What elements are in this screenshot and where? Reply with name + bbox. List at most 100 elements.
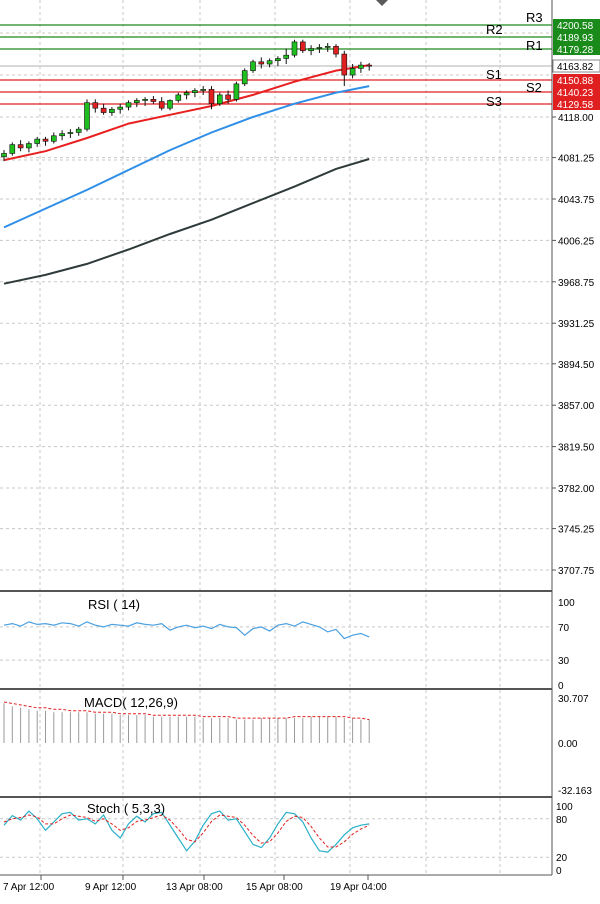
candle-body	[109, 108, 115, 113]
candle	[192, 88, 198, 98]
macd-label: MACD( 12,26,9)	[84, 695, 178, 710]
candle-body	[200, 89, 206, 91]
candle-body	[358, 64, 364, 69]
level-tag-s3	[553, 98, 600, 110]
rsi-line	[3, 621, 370, 640]
candle-body	[175, 94, 182, 101]
candle	[333, 44, 339, 58]
candle-body	[258, 61, 265, 65]
level-tag-label-s2: 4140.23	[557, 88, 594, 99]
stoch-tick-label: 0	[556, 866, 562, 877]
candle	[241, 68, 248, 87]
candle	[233, 81, 240, 102]
candle	[324, 43, 331, 52]
candle-body	[75, 128, 82, 133]
level-label-s1: S1	[486, 67, 502, 82]
candle-body	[341, 53, 348, 76]
time-tick-label: 13 Apr 08:00	[166, 882, 223, 893]
candle-body	[50, 135, 57, 142]
candle	[316, 44, 323, 53]
candle-body	[100, 107, 107, 113]
rsi-tick-label: 100	[558, 598, 575, 609]
price-tick-label: 4043.75	[558, 195, 595, 206]
candle-body	[275, 58, 281, 61]
candle-body	[142, 99, 148, 101]
candle	[34, 136, 41, 147]
candle-body	[316, 47, 323, 49]
candle-body	[225, 94, 231, 100]
candle	[225, 90, 231, 104]
candle-body	[324, 46, 331, 48]
level-tag-s2	[553, 86, 600, 98]
candle	[291, 39, 298, 58]
candle	[26, 141, 32, 153]
candle-body	[84, 102, 90, 130]
candle-body	[42, 138, 49, 142]
candle	[217, 92, 223, 106]
candle-body	[349, 68, 356, 76]
price-tick-label: 3968.75	[558, 278, 595, 289]
candle	[167, 99, 173, 111]
candle-body	[266, 60, 273, 65]
candle-body	[67, 132, 74, 134]
candle	[349, 63, 356, 79]
candle	[109, 107, 115, 116]
price-tick-label: 4081.25	[558, 154, 595, 165]
candlestick-series	[1, 39, 373, 162]
candle-body	[192, 90, 198, 94]
level-tag-label-r2: 4189.93	[557, 33, 594, 44]
level-label-s3: S3	[486, 94, 502, 109]
candle	[117, 103, 123, 114]
candle-body	[150, 99, 157, 102]
candle	[100, 103, 107, 115]
candle	[42, 136, 49, 146]
rsi-tick-label: 0	[558, 681, 564, 692]
level-label-r2: R2	[486, 22, 503, 37]
candle	[175, 92, 182, 103]
candle	[366, 62, 373, 71]
candle-body	[34, 138, 41, 144]
level-tag-r2	[553, 31, 600, 43]
macd-tick-label: -32.163	[558, 786, 592, 797]
candle-body	[299, 41, 306, 52]
candle	[84, 99, 90, 132]
level-label-s2: S2	[526, 80, 542, 95]
chart-shift-marker[interactable]	[376, 0, 388, 6]
candle	[275, 56, 281, 67]
price-tick-label: 4118.00	[558, 113, 594, 124]
level-tag-r1	[553, 43, 600, 55]
indicator-panels: 100 70 30 0 30.707 0.00 -32.163 100 80 20 0	[0, 598, 592, 877]
macd-tick-label: 30.707	[558, 694, 589, 705]
candle	[75, 126, 82, 136]
candle-body	[241, 70, 248, 85]
price-tick-label: 3819.50	[558, 443, 595, 454]
candle	[9, 142, 16, 156]
time-tick-label: 15 Apr 08:00	[246, 882, 303, 893]
rsi-label: RSI ( 14)	[88, 597, 140, 612]
macd-signal-line	[3, 701, 370, 721]
candle	[92, 99, 99, 113]
candle	[183, 90, 190, 100]
candle	[266, 58, 273, 68]
current-price-tag	[552, 59, 600, 73]
stoch-tick-label: 20	[556, 853, 568, 864]
level-label-r3: R3	[526, 10, 543, 25]
price-tick-label: 3782.00	[558, 484, 595, 495]
time-tick-label: 9 Apr 12:00	[85, 882, 137, 893]
moving-average-3	[3, 158, 370, 285]
candle-body	[9, 144, 16, 154]
stoch-label: Stoch ( 5,3,3)	[87, 801, 165, 816]
candle	[17, 140, 24, 152]
candle-body	[1, 153, 7, 158]
candle-body	[26, 143, 32, 149]
moving-average-2	[3, 85, 370, 229]
candle	[299, 39, 306, 53]
stoch-k-line	[3, 810, 370, 853]
candle-body	[59, 133, 65, 137]
macd-tick-label: 0.00	[558, 739, 578, 750]
candle	[59, 130, 65, 141]
level-tag-label-s1: 4150.88	[557, 76, 594, 87]
